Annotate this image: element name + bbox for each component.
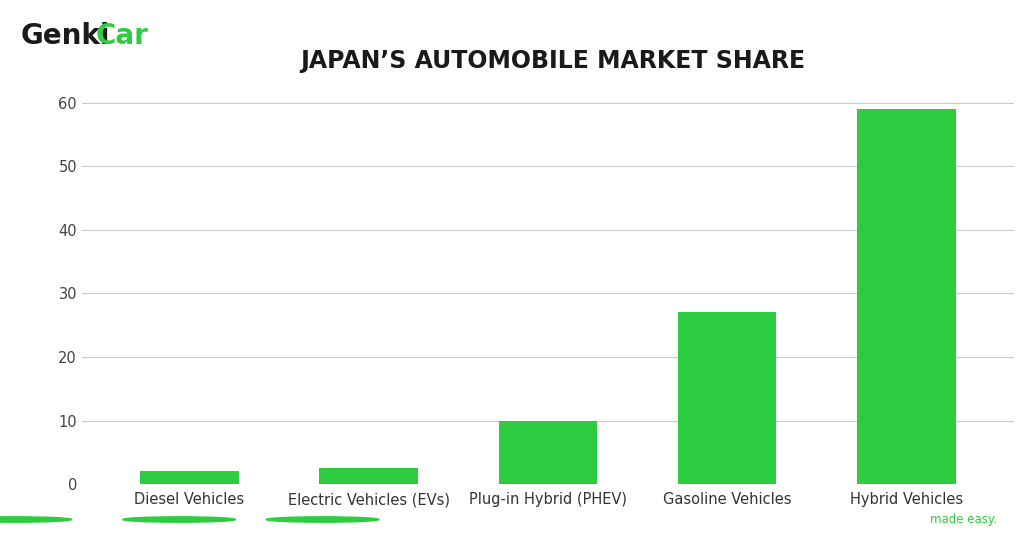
- Circle shape: [0, 517, 72, 522]
- Circle shape: [123, 517, 236, 522]
- Bar: [140, 472, 239, 484]
- Text: Genki: Genki: [20, 22, 110, 50]
- Circle shape: [266, 517, 379, 522]
- Bar: [678, 312, 776, 484]
- Text: JAPAN’S AUTOMOBILE MARKET SHARE: JAPAN’S AUTOMOBILE MARKET SHARE: [300, 49, 806, 73]
- Text: Car: Car: [95, 22, 148, 50]
- Text: Aichi-ken, Nagoya, Japan: Aichi-ken, Nagoya, Japan: [34, 513, 181, 526]
- Text: Info@genkicar.jp: Info@genkicar.jp: [341, 513, 439, 526]
- Text: Second-hand cars in Japan for foreigners: Second-hand cars in Japan for foreigners: [609, 513, 854, 526]
- Text: made easy.: made easy.: [931, 513, 997, 526]
- Bar: [499, 421, 597, 484]
- Bar: [857, 109, 955, 484]
- Bar: [319, 468, 418, 484]
- Text: www.GenkiCar.jp: www.GenkiCar.jp: [198, 513, 297, 526]
